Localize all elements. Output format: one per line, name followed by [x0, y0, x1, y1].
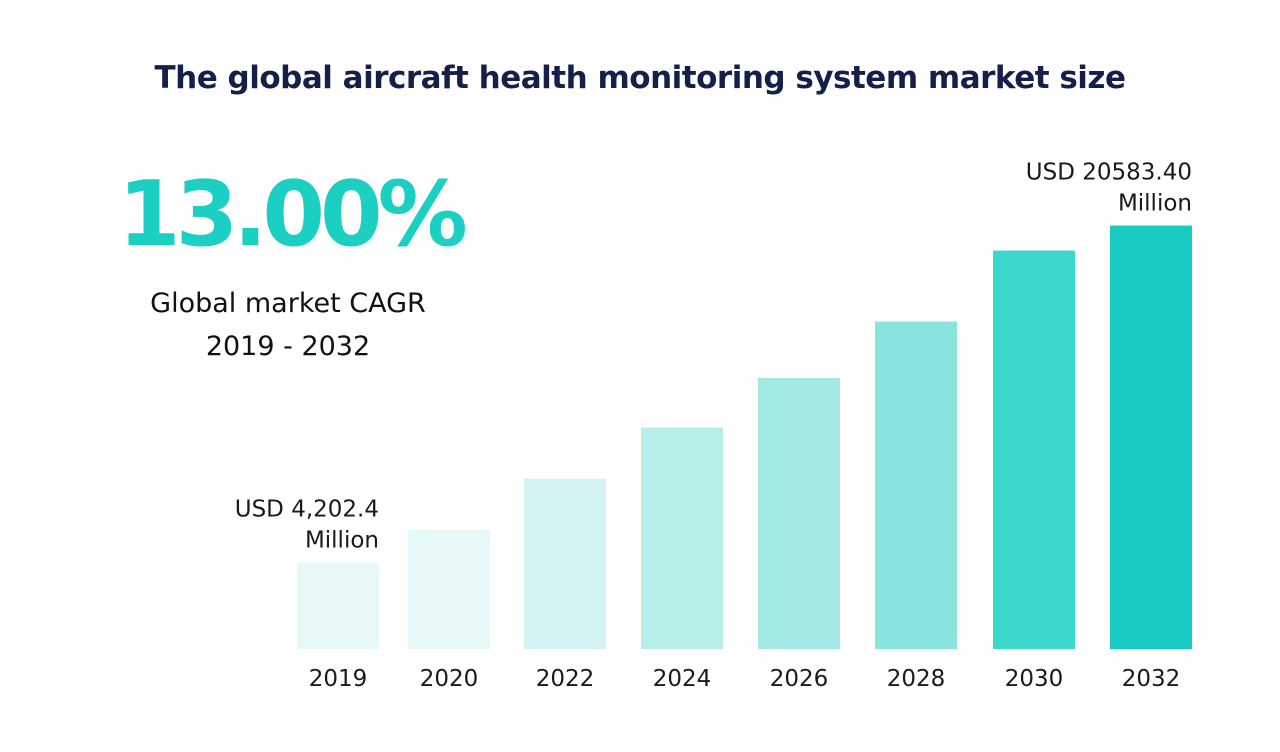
x-tick-label-2030: 2030	[1005, 666, 1064, 692]
x-tick-label-2024: 2024	[653, 666, 712, 692]
cagr-label-line1: Global market CAGR	[150, 288, 426, 319]
x-tick-label-2022: 2022	[536, 666, 595, 692]
cagr-label: Global market CAGR 2019 - 2032	[100, 282, 476, 368]
cagr-value: 13.00%	[118, 162, 468, 267]
bar-2032	[1110, 225, 1192, 649]
data-label-2019-line1: USD 4,202.4	[235, 497, 379, 523]
chart-title: The global aircraft health monitoring sy…	[154, 60, 1126, 96]
data-label-2032-line1: USD 20583.40	[1026, 160, 1192, 186]
bar-2019	[297, 562, 379, 649]
x-tick-label-2020: 2020	[420, 666, 479, 692]
data-label-2019-line2: Million	[305, 528, 379, 554]
cagr-label-line2: 2019 - 2032	[205, 331, 371, 362]
x-tick-label-2028: 2028	[887, 666, 946, 692]
bar-2024	[641, 427, 723, 649]
bar-2020	[408, 529, 490, 649]
x-tick-label-2026: 2026	[770, 666, 829, 692]
bar-2030	[993, 250, 1075, 649]
x-tick-label-2032: 2032	[1122, 666, 1181, 692]
bar-2022	[524, 478, 606, 649]
bar-2028	[875, 321, 957, 649]
bar-2026	[758, 377, 840, 649]
data-label-2032-line2: Million	[1118, 191, 1192, 217]
x-tick-label-2019: 2019	[309, 666, 368, 692]
